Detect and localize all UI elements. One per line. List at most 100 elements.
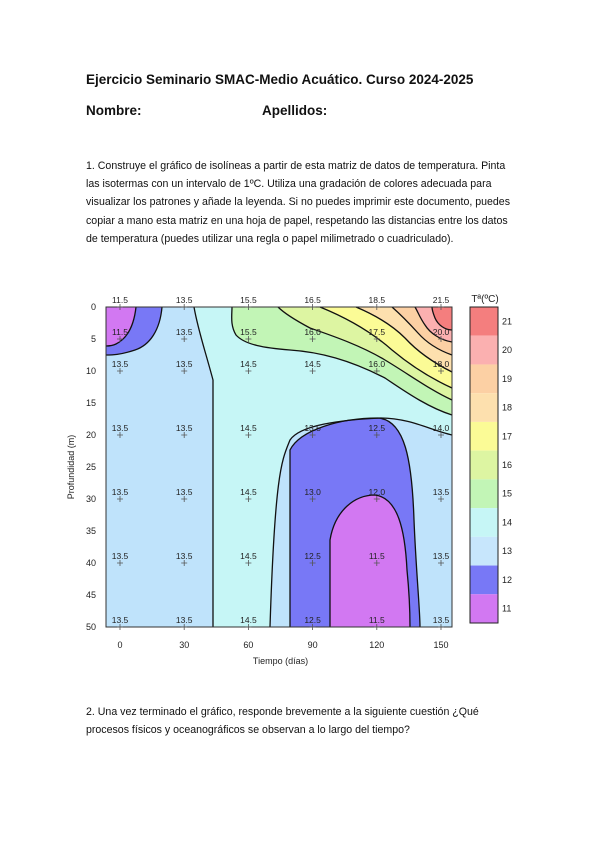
data-label: 13.5 [433, 487, 450, 497]
legend-swatch [470, 594, 498, 623]
x-tick-label: 90 [308, 640, 318, 650]
data-point-marker [309, 304, 316, 310]
legend-swatch [470, 364, 498, 394]
data-point-marker [309, 368, 316, 374]
data-label: 18.0 [433, 359, 450, 369]
data-label: 13.5 [176, 295, 193, 305]
data-label: 14.5 [240, 615, 257, 625]
legend-swatch [470, 335, 498, 365]
data-point-marker [438, 624, 444, 630]
y-tick-label: 50 [86, 622, 96, 632]
isotherm-line [269, 417, 453, 628]
legend-label: 14 [502, 517, 512, 527]
data-label: 15.5 [240, 327, 257, 337]
data-point-marker [309, 624, 316, 630]
data-label: 13.5 [176, 487, 193, 497]
isotherm-line [105, 306, 163, 356]
legend-title: Tª(ºC) [471, 294, 498, 305]
legend-swatch [470, 536, 498, 566]
isotherm-region-21 [432, 307, 452, 330]
y-tick-label: 5 [91, 334, 96, 344]
isotherm-line [105, 306, 137, 347]
isotherm-region-14 [194, 307, 452, 627]
axes: 0 30 60 90 120 150 0 5 10 15 20 25 30 35 40 45 50 Tiempo … [66, 302, 449, 666]
data-label: 17.5 [369, 327, 386, 337]
data-label: 14.5 [240, 487, 257, 497]
data-point-marker [245, 624, 252, 630]
data-label: 21.5 [433, 295, 450, 305]
data-label: 13.5 [112, 423, 129, 433]
legend-label: 16 [502, 460, 512, 470]
data-point-marker [438, 496, 444, 502]
x-tick-label: 60 [243, 640, 253, 650]
data-point-marker [438, 432, 444, 438]
data-point-marker [117, 336, 123, 342]
y-tick-label: 30 [86, 494, 96, 504]
data-point-marker [373, 368, 380, 374]
data-label: 11.5 [112, 295, 128, 305]
y-tick-label: 10 [86, 366, 96, 376]
data-point-marker [245, 368, 252, 374]
data-label: 18.5 [369, 295, 386, 305]
data-label: 16.0 [369, 359, 386, 369]
data-label: 16.0 [304, 327, 321, 337]
legend-label: 11 [502, 604, 511, 614]
legend-swatch [470, 479, 498, 509]
data-point-marker [245, 432, 252, 438]
y-tick-label: 25 [86, 462, 96, 472]
data-point-marker [117, 432, 123, 438]
data-point-marker [438, 336, 444, 342]
data-point-marker [117, 496, 123, 502]
x-axis-label: Tiempo (días) [253, 656, 308, 666]
data-point-marker [181, 496, 188, 502]
data-label: 13.5 [433, 551, 450, 561]
isotherm-line [329, 494, 411, 628]
x-tick-label: 150 [433, 640, 448, 650]
y-tick-label: 0 [91, 302, 96, 312]
data-point-marker [438, 304, 444, 310]
data-point-marker [117, 560, 123, 566]
data-label: 14.0 [433, 423, 450, 433]
x-tick-label: 120 [369, 640, 384, 650]
data-point-marker [309, 336, 316, 342]
data-label: 12.5 [369, 423, 386, 433]
data-point-marker [309, 432, 316, 438]
data-point-marker [438, 560, 444, 566]
data-label: 13.5 [176, 615, 193, 625]
data-point-marker [245, 336, 252, 342]
data-label: 13.5 [112, 359, 129, 369]
legend-swatch [470, 307, 498, 336]
data-point-marker [181, 624, 188, 630]
data-point-marker [373, 624, 380, 630]
name-label: Nombre: [86, 103, 142, 118]
data-point-marker [117, 304, 123, 310]
isotherm-region-11 [330, 495, 410, 627]
data-point-marker [373, 304, 380, 310]
data-label: 13.5 [304, 423, 321, 433]
data-point-marker [309, 496, 316, 502]
data-point-marker [181, 304, 188, 310]
legend-label: 15 [502, 489, 512, 499]
data-label: 13.5 [176, 551, 193, 561]
data-label: 11.5 [369, 551, 385, 561]
data-point-marker [245, 560, 252, 566]
data-point-marker [245, 304, 252, 310]
isotherm-line [193, 306, 214, 627]
page-title: Ejercicio Seminario SMAC-Medio Acuático.… [86, 72, 474, 87]
data-point-marker [438, 368, 444, 374]
data-label: 13.5 [112, 551, 129, 561]
plot-frame [105, 306, 453, 628]
y-tick-label: 35 [86, 526, 96, 536]
legend-swatch [470, 565, 498, 595]
legend-swatch [470, 393, 498, 422]
question-1-text: 1. Construye el gráfico de isolíneas a p… [86, 160, 510, 245]
data-label: 12.0 [369, 487, 386, 497]
data-label: 11.5 [112, 327, 128, 337]
y-tick-label: 45 [86, 590, 96, 600]
isotherm-line [289, 417, 421, 628]
data-label: 14.5 [240, 551, 257, 561]
plot-area [105, 306, 453, 628]
y-tick-label: 20 [86, 430, 96, 440]
surname-label: Apellidos: [262, 103, 328, 118]
data-label: 13.5 [433, 615, 450, 625]
